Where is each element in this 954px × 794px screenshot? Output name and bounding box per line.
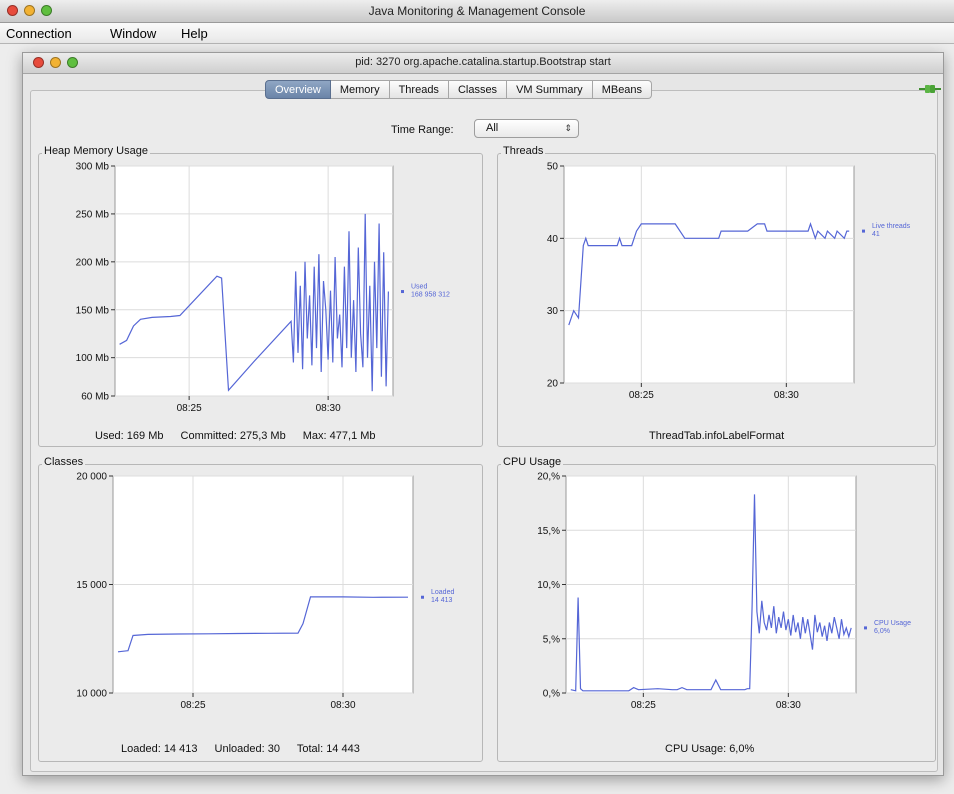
cpu-y-tick-label: 15,% [537,526,560,537]
cpu-x-tick-label: 08:30 [776,700,801,711]
minimize-button[interactable] [24,5,35,16]
classes-y-tick-label: 15 000 [76,580,107,591]
classes-x-tick-label: 08:25 [180,700,205,711]
cpu-usage-footer: CPU Usage: 6,0% [665,743,755,755]
heap-y-tick-label: 60 Mb [81,392,109,403]
tab-memory[interactable]: Memory [330,80,390,99]
heap-used-value: Used: 169 Mb [95,430,164,442]
classes-title: Classes [42,456,86,468]
internal-frame-controls [33,57,78,68]
outer-window-titlebar: Java Monitoring & Management Console [0,0,954,23]
menu-window[interactable]: Window [110,26,157,41]
classes-y-tick-label: 10 000 [76,689,107,700]
classes-y-tick-label: 20 000 [76,472,107,483]
heap-y-tick-label: 100 Mb [76,353,110,364]
connection-internal-frame: pid: 3270 org.apache.catalina.startup.Bo… [22,52,944,776]
tab-bar: Overview Memory Threads Classes VM Summa… [265,80,653,99]
menu-bar: Connection Window Help [0,23,954,44]
threads-y-tick-label: 40 [547,234,559,245]
classes-unloaded-value: Unloaded: 30 [214,743,280,755]
threads-y-tick-label: 20 [547,379,559,390]
threads-legend-value: 41 [872,231,880,238]
threads-legend-name: Live threads [872,223,911,230]
threads-plot-area [563,165,855,384]
heap-x-tick-label: 08:25 [177,403,202,414]
heap-legend-name: Used [411,284,427,291]
threads-x-tick-label: 08:25 [629,390,654,401]
heap-memory-footer: Used: 169 Mb Committed: 275,3 Mb Max: 47… [95,430,376,442]
classes-panel [38,464,483,762]
up-down-arrows-icon: ⇕ [564,123,572,133]
heap-max-value: Max: 477,1 Mb [302,430,376,442]
threads-y-tick-label: 50 [547,162,559,173]
heap-legend-value: 168 958 312 [411,292,450,299]
time-range-value: All [486,122,499,134]
classes-footer: Loaded: 14 413 Unloaded: 30 Total: 14 44… [121,743,360,755]
heap-legend-marker [401,290,404,294]
classes-total-value: Total: 14 443 [296,743,360,755]
tab-threads[interactable]: Threads [389,80,449,99]
cpu-y-tick-label: 5,% [543,634,560,645]
tab-classes[interactable]: Classes [448,80,508,99]
classes-legend-marker [421,595,424,599]
classes-x-tick-label: 08:30 [330,700,355,711]
cpu-legend-value: 6,0% [874,628,890,635]
threads-legend-marker [862,229,865,233]
tab-overview[interactable]: Overview [265,80,331,99]
heap-memory-chart: 300 Mb 250 Mb 200 Mb 150 Mb 100 Mb 60 Mb 08:25… [76,162,450,415]
time-range-label: Time Range: [391,124,454,136]
heap-memory-panel [38,153,483,447]
heap-y-tick-label: 150 Mb [76,305,110,316]
classes-legend-value: 14 413 [431,597,453,604]
threads-footer: ThreadTab.infoLabelFormat [649,430,785,442]
classes-series-line [117,596,409,653]
menu-help[interactable]: Help [181,26,208,41]
cpu-x-tick-label: 08:25 [631,700,656,711]
heap-memory-title: Heap Memory Usage [42,145,150,157]
cpu-y-tick-label: 10,% [537,580,560,591]
cpu-usage-panel [497,464,936,762]
heap-y-tick-label: 300 Mb [76,162,110,173]
classes-legend-name: Loaded [431,589,454,596]
cpu-y-tick-label: 0,% [543,689,560,700]
threads-y-tick-label: 30 [547,306,559,317]
zoom-button[interactable] [41,5,52,16]
heap-y-tick-label: 250 Mb [76,209,110,220]
classes-loaded-value: Loaded: 14 413 [121,743,198,755]
connected-plug-icon[interactable] [919,82,941,96]
threads-title: Threads [501,145,546,157]
cpu-legend-name: CPU Usage [874,620,911,627]
cpu-series-line [570,494,852,692]
close-button[interactable] [7,5,18,16]
time-range-select[interactable]: All ⇕ [474,119,579,138]
internal-frame-title: pid: 3270 org.apache.catalina.startup.Bo… [355,56,611,68]
outer-window-controls [7,5,52,16]
heap-y-tick-label: 200 Mb [76,257,110,268]
frame-minimize-button[interactable] [50,57,61,68]
cpu-usage-chart: 20,% 15,% 10,% 5,% 0,% 08:25 08:30 CPU Usage6,0… [537,472,911,712]
cpu-legend-marker [864,626,867,630]
threads-series-line [568,222,850,326]
threads-panel [497,153,936,447]
tab-vm-summary[interactable]: VM Summary [507,80,593,99]
internal-frame-titlebar[interactable]: pid: 3270 org.apache.catalina.startup.Bo… [23,53,943,74]
menu-connection[interactable]: Connection [6,26,72,41]
heap-series-line [119,213,389,392]
window-title: Java Monitoring & Management Console [368,4,586,18]
cpu-y-tick-label: 20,% [537,472,560,483]
tab-mbeans[interactable]: MBeans [592,80,653,99]
frame-zoom-button[interactable] [67,57,78,68]
threads-x-tick-label: 08:30 [774,390,799,401]
frame-close-button[interactable] [33,57,44,68]
heap-x-tick-label: 08:30 [316,403,341,414]
heap-committed-value: Committed: 275,3 Mb [180,430,286,442]
cpu-usage-title: CPU Usage [501,456,564,468]
